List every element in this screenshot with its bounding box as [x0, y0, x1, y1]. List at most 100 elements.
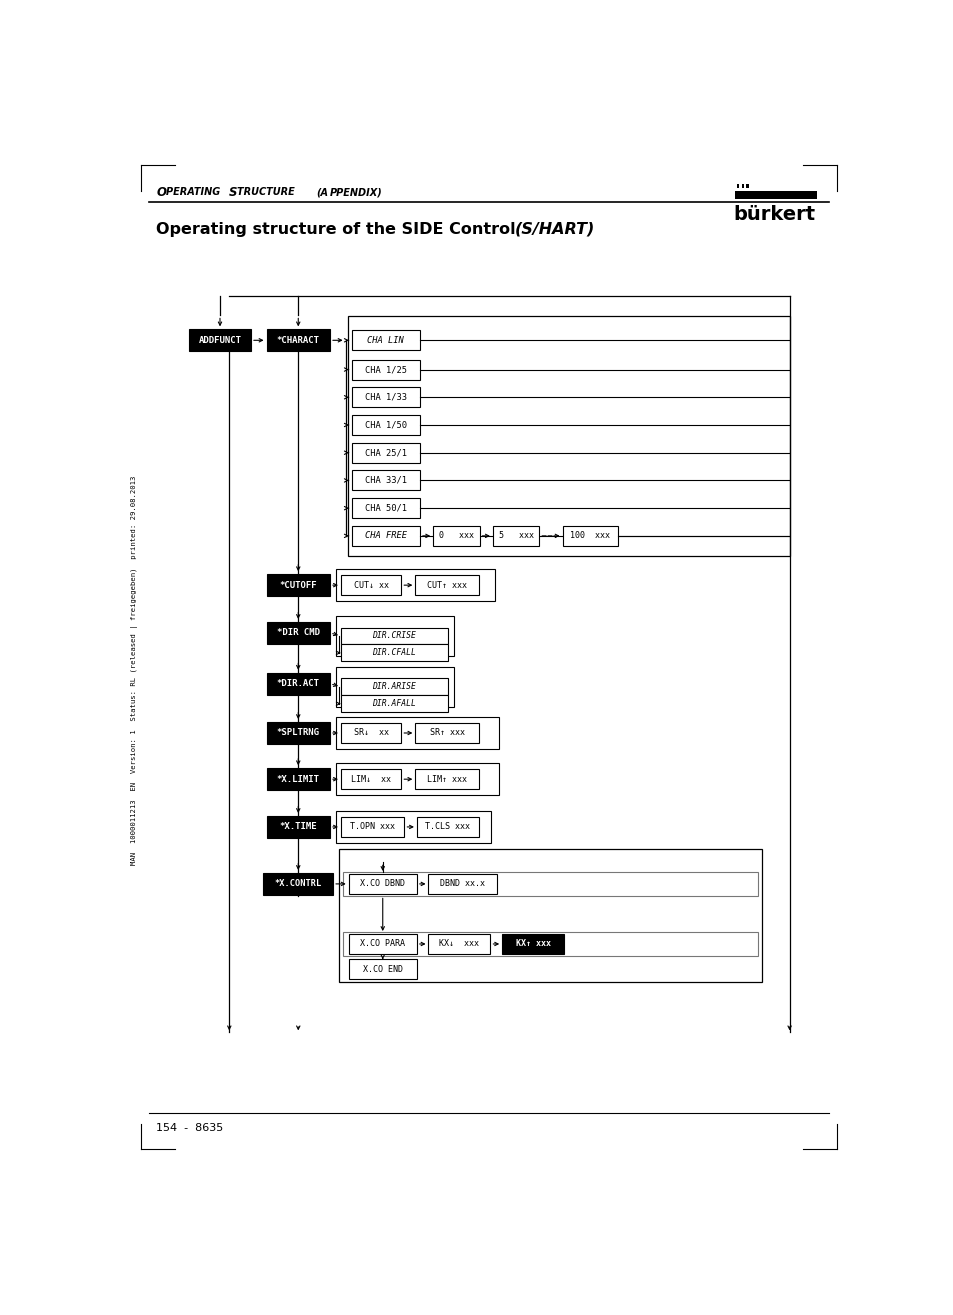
Bar: [415, 575, 478, 596]
Bar: [340, 696, 447, 713]
Bar: [266, 815, 330, 838]
Text: X.CO DBND: X.CO DBND: [360, 880, 405, 889]
Bar: [348, 960, 416, 980]
Text: SR↓  xx: SR↓ xx: [354, 729, 388, 738]
Text: DBND xx.x: DBND xx.x: [439, 880, 484, 889]
Bar: [335, 763, 498, 796]
Text: KX↑ xxx: KX↑ xxx: [515, 939, 550, 948]
Text: MAN  1000011213  EN  Version: 1  Status: RL (released | freigegeben)  printed: 2: MAN 1000011213 EN Version: 1 Status: RL …: [132, 475, 138, 864]
Text: PPENDIX): PPENDIX): [330, 188, 382, 197]
Bar: [189, 329, 251, 351]
Text: bürkert: bürkert: [732, 205, 814, 224]
Text: CHA 33/1: CHA 33/1: [364, 476, 406, 485]
Text: CHA 1/50: CHA 1/50: [364, 421, 406, 430]
Text: CHA LIN: CHA LIN: [367, 335, 404, 345]
Bar: [348, 934, 416, 953]
Text: X.CO PARA: X.CO PARA: [360, 939, 405, 948]
Text: CHA FREE: CHA FREE: [364, 531, 406, 540]
Text: (A: (A: [315, 188, 328, 197]
Text: LIM↑ xxx: LIM↑ xxx: [427, 775, 467, 784]
Bar: [343, 931, 757, 956]
Text: (S/HART): (S/HART): [514, 222, 595, 237]
Text: 100  xxx: 100 xxx: [570, 531, 610, 540]
Bar: [266, 575, 330, 596]
Text: CHA 1/25: CHA 1/25: [364, 366, 406, 373]
Text: O: O: [156, 185, 166, 199]
Text: 5   xxx: 5 xxx: [498, 531, 533, 540]
Bar: [740, 184, 743, 188]
Bar: [352, 498, 419, 518]
Bar: [343, 872, 757, 897]
Bar: [266, 622, 330, 644]
Bar: [493, 526, 538, 546]
Text: 154  -  8635: 154 - 8635: [156, 1123, 223, 1134]
Text: DIR.ARISE: DIR.ARISE: [372, 682, 416, 692]
Text: CHA 1/33: CHA 1/33: [364, 393, 406, 402]
Bar: [335, 615, 454, 656]
Text: *DIR CMD: *DIR CMD: [276, 629, 319, 638]
Bar: [416, 817, 478, 836]
Bar: [340, 817, 404, 836]
Text: *X.TIME: *X.TIME: [279, 822, 316, 831]
Bar: [352, 387, 419, 408]
Bar: [736, 184, 739, 188]
Bar: [339, 849, 760, 982]
Bar: [340, 627, 447, 644]
Text: *CUTOFF: *CUTOFF: [279, 581, 316, 589]
Text: SR↑ xxx: SR↑ xxx: [429, 729, 464, 738]
Text: DIR.AFALL: DIR.AFALL: [372, 700, 416, 709]
Bar: [428, 874, 497, 894]
Bar: [348, 874, 416, 894]
Text: T.CLS xxx: T.CLS xxx: [425, 822, 470, 831]
Text: *CHARACT: *CHARACT: [276, 335, 319, 345]
Bar: [501, 934, 563, 953]
Text: DIR.CFALL: DIR.CFALL: [372, 648, 416, 658]
Bar: [352, 526, 419, 546]
Bar: [335, 811, 491, 843]
Text: KX↓  xxx: KX↓ xxx: [439, 939, 479, 948]
Bar: [340, 679, 447, 696]
Bar: [352, 416, 419, 435]
Text: ADDFUNCT: ADDFUNCT: [198, 335, 241, 345]
Bar: [340, 723, 401, 743]
Text: *DIR.ACT: *DIR.ACT: [276, 680, 319, 688]
Text: LIM↓  xx: LIM↓ xx: [351, 775, 391, 784]
Text: *SPLTRNG: *SPLTRNG: [276, 729, 319, 738]
Text: CHA 50/1: CHA 50/1: [364, 504, 406, 513]
Bar: [348, 316, 789, 556]
Bar: [266, 768, 330, 790]
Bar: [352, 330, 419, 350]
Text: CUT↓ xx: CUT↓ xx: [354, 581, 388, 589]
Bar: [266, 329, 330, 351]
Bar: [335, 667, 454, 706]
Bar: [266, 673, 330, 694]
Bar: [415, 723, 478, 743]
Text: T.OPN xxx: T.OPN xxx: [350, 822, 395, 831]
Text: CUT↑ xxx: CUT↑ xxx: [427, 581, 467, 589]
Text: PERATING: PERATING: [166, 188, 223, 197]
Bar: [340, 769, 401, 789]
Text: *X.CONTRL: *X.CONTRL: [274, 880, 321, 889]
Bar: [352, 359, 419, 380]
Bar: [340, 644, 447, 661]
Bar: [266, 722, 330, 744]
Text: 0   xxx: 0 xxx: [438, 531, 474, 540]
Text: TRUCTURE: TRUCTURE: [236, 188, 298, 197]
Bar: [562, 526, 618, 546]
Bar: [415, 769, 478, 789]
Text: *X.LIMIT: *X.LIMIT: [276, 775, 319, 784]
Bar: [433, 526, 479, 546]
Bar: [335, 717, 498, 750]
Bar: [263, 873, 333, 896]
Bar: [352, 443, 419, 463]
Bar: [428, 934, 490, 953]
Bar: [745, 184, 748, 188]
Text: S: S: [229, 185, 237, 199]
Text: Operating structure of the SIDE Control: Operating structure of the SIDE Control: [156, 222, 521, 237]
Text: CHA 25/1: CHA 25/1: [364, 448, 406, 458]
Text: DIR.CRISE: DIR.CRISE: [372, 631, 416, 640]
Bar: [340, 575, 401, 596]
Bar: [352, 471, 419, 490]
Text: X.CO END: X.CO END: [362, 965, 402, 974]
Bar: [335, 569, 495, 601]
